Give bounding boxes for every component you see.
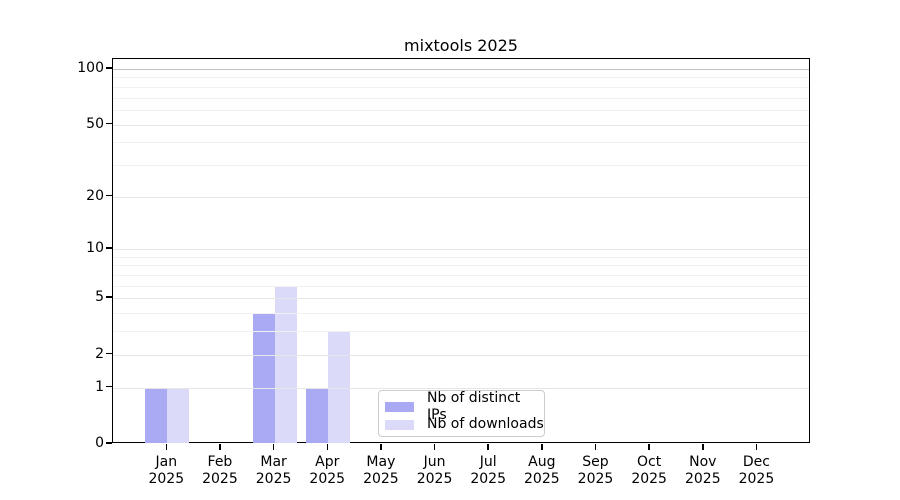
major-gridline	[113, 196, 809, 198]
major-gridline	[113, 249, 809, 251]
minor-gridline	[113, 97, 809, 99]
plot-area	[112, 58, 810, 443]
y-tick-label: 2	[95, 345, 104, 362]
minor-gridline	[113, 164, 809, 166]
x-tick-label: Jun 2025	[416, 454, 453, 487]
minor-gridline	[113, 331, 809, 333]
y-axis-tick	[106, 296, 112, 298]
minor-gridline	[113, 313, 809, 315]
minor-gridline	[113, 265, 809, 267]
y-tick-label: 20	[86, 187, 104, 204]
x-tick-label: Jan 2025	[148, 454, 185, 487]
x-tick-label: Sep 2025	[577, 454, 614, 487]
major-gridline	[113, 354, 809, 356]
x-tick-label: Mar 2025	[255, 454, 292, 487]
y-axis-tick	[106, 67, 112, 69]
x-axis-tick	[433, 444, 436, 450]
x-axis-tick	[165, 444, 168, 450]
bar-downloads-jan	[167, 387, 190, 443]
minor-gridline	[113, 142, 809, 144]
x-tick-label: Aug 2025	[524, 454, 560, 487]
minor-gridline	[113, 275, 809, 277]
y-tick-label: 5	[95, 289, 104, 306]
minor-gridline	[113, 109, 809, 111]
legend-row-distinct-ips: Nb of distinct IPs	[385, 390, 544, 423]
legend: Nb of distinct IPs Nb of downloads	[378, 390, 545, 437]
legend-row-downloads: Nb of downloads	[385, 416, 544, 433]
y-axis-tick	[106, 442, 112, 444]
x-axis-tick	[594, 444, 597, 450]
minor-gridline	[113, 77, 809, 79]
y-tick-label: 1	[95, 378, 104, 395]
bar-distinct-ips-apr	[306, 387, 329, 443]
x-tick-label: Nov 2025	[684, 454, 721, 487]
x-tick-label: May 2025	[363, 454, 399, 487]
x-axis-tick	[326, 444, 328, 450]
x-axis-tick	[541, 444, 543, 450]
minor-gridline	[113, 256, 809, 258]
y-tick-label: 50	[86, 115, 104, 132]
x-axis-tick	[702, 444, 704, 450]
x-axis-tick	[380, 444, 382, 450]
bar-downloads-apr	[328, 331, 351, 443]
y-axis-tick	[106, 352, 112, 355]
x-tick-label: Dec 2025	[738, 454, 775, 487]
y-tick-label: 100	[77, 60, 104, 76]
x-tick-label: Jul 2025	[470, 454, 506, 487]
y-axis-tick	[106, 247, 112, 249]
minor-gridline	[113, 86, 809, 88]
minor-gridline	[113, 285, 809, 287]
x-axis-tick	[219, 444, 221, 450]
y-tick-label: 0	[95, 435, 104, 451]
x-axis-tick	[272, 444, 275, 450]
major-gridline	[113, 298, 809, 300]
x-tick-label: Feb 2025	[202, 454, 238, 487]
x-axis-tick	[487, 444, 489, 450]
chart-title: mixtools 2025	[404, 36, 518, 55]
y-tick-label: 10	[86, 240, 104, 257]
downloads-swatch-icon	[385, 419, 414, 430]
bar-downloads-mar	[274, 285, 297, 443]
legend-label-downloads: Nb of downloads	[427, 416, 544, 432]
bar-distinct-ips-mar	[252, 313, 275, 443]
major-gridline	[113, 69, 809, 70]
x-tick-label: Apr 2025	[309, 454, 346, 487]
major-gridline	[113, 387, 809, 389]
legend-label-distinct-ips: Nb of distinct IPs	[427, 389, 521, 423]
y-axis-tick	[106, 385, 112, 388]
y-axis-tick	[106, 122, 112, 125]
y-axis-tick	[106, 194, 112, 197]
x-axis-tick	[755, 444, 758, 450]
distinct-ips-swatch-icon	[385, 401, 414, 412]
bar-distinct-ips-jan	[145, 387, 168, 443]
major-gridline	[113, 124, 809, 126]
x-axis-tick	[648, 444, 650, 450]
x-tick-label: Oct 2025	[631, 454, 667, 487]
